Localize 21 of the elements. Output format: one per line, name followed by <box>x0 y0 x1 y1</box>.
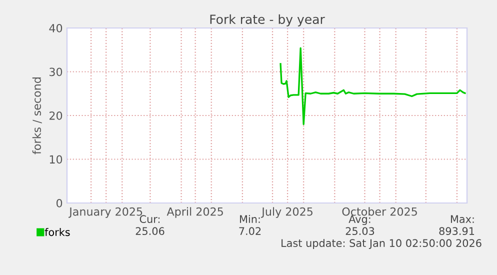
legend-label: forks <box>44 228 70 236</box>
y-tick-label: 20 <box>50 111 62 120</box>
y-tick-label: 30 <box>50 68 62 76</box>
x-tick-label: April 2025 <box>166 207 223 218</box>
text: 7.02 <box>239 227 261 236</box>
text: Last update: Sat Jan 10 02:50:00 2026 <box>282 238 482 250</box>
y-tick-label: 0 <box>56 198 62 208</box>
text: 25.03 <box>346 227 374 236</box>
text: Min: <box>240 214 260 223</box>
x-tick-label: July 2025 <box>261 207 312 218</box>
chart-title: Fork rate - by year <box>210 14 325 26</box>
text: Cur: <box>140 215 160 224</box>
x-tick-label: October 2025 <box>342 207 417 216</box>
text: Avg: <box>348 215 370 226</box>
y-axis-title: forks / second <box>32 78 42 154</box>
text: 893.91 <box>439 227 474 236</box>
y-tick-label: 10 <box>50 155 62 164</box>
text: Max: <box>450 215 474 224</box>
text: 25.06 <box>136 227 164 236</box>
y-tick-label: 40 <box>49 24 62 32</box>
line-series <box>280 47 466 126</box>
